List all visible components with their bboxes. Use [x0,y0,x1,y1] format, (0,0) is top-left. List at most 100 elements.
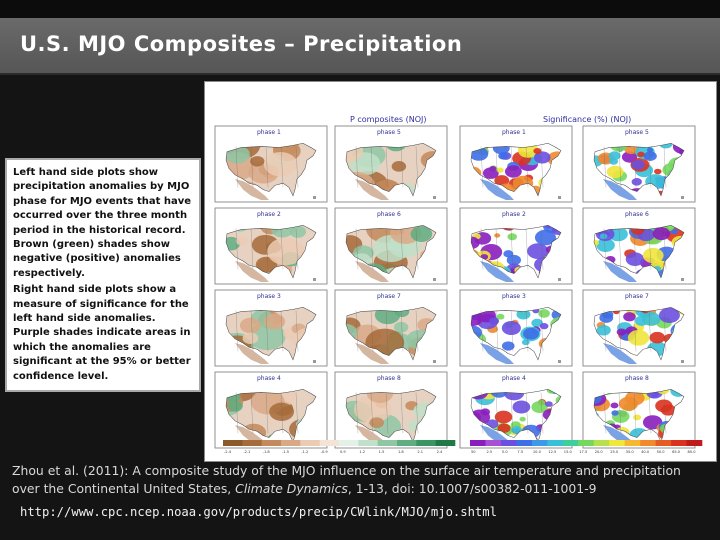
right-colorbar-swatch [470,440,486,446]
right-colorbar-swatch [624,440,641,446]
right-colorbar-tick: 7.5 [517,450,523,454]
right-map-panel: phase 5 [582,125,696,203]
left-colorbar-swatch [416,440,436,446]
source-url[interactable]: http://www.cpc.ncep.noaa.gov/products/pr… [20,505,497,519]
slide-title: U.S. MJO Composites – Precipitation [20,32,463,56]
right-panel-label: phase 2 [502,211,526,218]
left-colorbar-swatch [223,440,243,446]
left-panel-label: phase 2 [257,211,281,218]
left-colorbar-tick: -0.9 [321,450,329,454]
right-colorbar-tick: 35.0 [626,450,635,454]
right-figure-header: Significance (%) (NOJ) [543,115,631,124]
left-map-panel: phase 7 [334,289,448,367]
left-panel-label: phase 7 [377,293,401,300]
left-panel-label: phase 6 [377,211,401,218]
left-colorbar-tick: -1.8 [263,450,271,454]
left-colorbar-swatch [435,440,456,446]
left-panel-label: phase 3 [257,293,281,300]
right-colorbar-swatch [655,440,672,446]
left-map-panel: phase 6 [334,207,448,285]
right-colorbar-swatch [516,440,533,446]
right-colorbar-swatch [609,440,625,446]
right-colorbar-swatch [531,440,548,446]
top-strip [0,0,720,18]
right-colorbar-tick: 25.0 [610,450,619,454]
left-map-panel: phase 4 [214,371,328,449]
left-colorbar-swatch [358,440,378,446]
left-colorbar-swatch [281,440,301,446]
right-plots-note: Right hand side plots show a measure of … [13,284,191,382]
right-colorbar-tick: 40.0 [641,450,650,454]
left-map-panel: phase 3 [214,289,328,367]
right-colorbar-tick: 50 [471,450,476,454]
left-colorbar-tick: 1.5 [379,450,385,454]
left-plots-note: Left hand side plots show precipitation … [13,167,192,279]
right-map-panel: phase 3 [459,289,573,367]
left-colorbar-swatch [377,440,398,446]
right-map-panel: phase 6 [582,207,696,285]
right-colorbar-swatch [500,440,517,446]
left-panel-label: phase 8 [377,375,401,382]
left-panel-label: phase 5 [377,129,401,136]
left-map-panel: phase 1 [214,125,328,203]
left-map-panel: phase 8 [334,371,448,449]
left-colorbar-tick: -1.5 [282,450,289,454]
left-colorbar-swatch [319,440,340,446]
right-panel-label: phase 1 [502,129,526,136]
title-divider [0,73,720,75]
right-colorbar-tick: 20.0 [595,450,604,454]
figure-panels: P composites (NOJ) Significance (%) (NOJ… [214,115,703,454]
right-colorbar-tick: 80.0 [688,450,697,454]
left-colorbar-tick: 1.2 [359,450,365,454]
right-panel-label: phase 5 [625,129,649,136]
right-map-panel: phase 2 [459,207,573,285]
right-colorbar-swatch [485,440,502,446]
citation-journal: Climate Dynamics [235,481,348,496]
right-colorbar-tick: 10.0 [533,450,542,454]
left-colorbar-swatch [300,440,320,446]
left-colorbar-tick: 2.1 [417,450,423,454]
left-panel-label: phase 4 [257,375,281,382]
right-colorbar-swatch [562,440,579,446]
right-map-panel: phase 7 [582,289,696,367]
title-bar: U.S. MJO Composites – Precipitation [0,18,720,73]
right-panel-label: phase 7 [625,293,649,300]
right-map-panel: phase 8 [582,371,696,449]
left-colorbar-tick: -2.1 [243,450,250,454]
right-colorbar-swatch [686,440,703,446]
right-map-panel: phase 4 [459,371,573,449]
right-colorbar-tick: 65.0 [672,450,681,454]
right-panel-label: phase 4 [502,375,526,382]
right-colorbar-tick: 2.5 [486,450,492,454]
right-colorbar-swatch [593,440,610,446]
left-colorbar-tick: 1.8 [398,450,404,454]
left-colorbar-tick: -1.2 [301,450,308,454]
left-map-panel: phase 2 [214,207,328,285]
right-colorbar-tick: 15.0 [564,450,573,454]
right-colorbar-tick: 5.0 [502,450,508,454]
right-colorbar-tick: 50.0 [657,450,666,454]
left-colorbar-swatch [261,440,282,446]
left-figure-header: P composites (NOJ) [350,115,426,124]
mjo-composite-figure: P composites (NOJ) Significance (%) (NOJ… [204,81,717,462]
right-colorbar-swatch [640,440,656,446]
citation: Zhou et al. (2011): A composite study of… [12,462,712,498]
right-map-panel: phase 1 [459,125,573,203]
right-panel-label: phase 6 [625,211,649,218]
left-colorbar-swatch [397,440,417,446]
right-colorbar-swatch [547,440,564,446]
left-colorbar-tick: 2.4 [437,450,443,454]
left-colorbar-swatch [339,440,359,446]
right-colorbar-swatch [671,440,687,446]
right-colorbar-swatch [578,440,595,446]
right-panel-label: phase 8 [625,375,649,382]
right-panel-label: phase 3 [502,293,526,300]
left-colorbar-tick: -2.4 [224,450,232,454]
left-panel-label: phase 1 [257,129,281,136]
left-colorbar-tick: 0.9 [340,450,346,454]
right-colorbar-tick: 17.5 [579,450,587,454]
left-colorbar-swatch [242,440,262,446]
right-colorbar-tick: 12.5 [548,450,556,454]
explanation-box: Left hand side plots show precipitation … [5,158,201,392]
citation-text: Zhou et al. (2011): A composite study of… [12,463,681,496]
